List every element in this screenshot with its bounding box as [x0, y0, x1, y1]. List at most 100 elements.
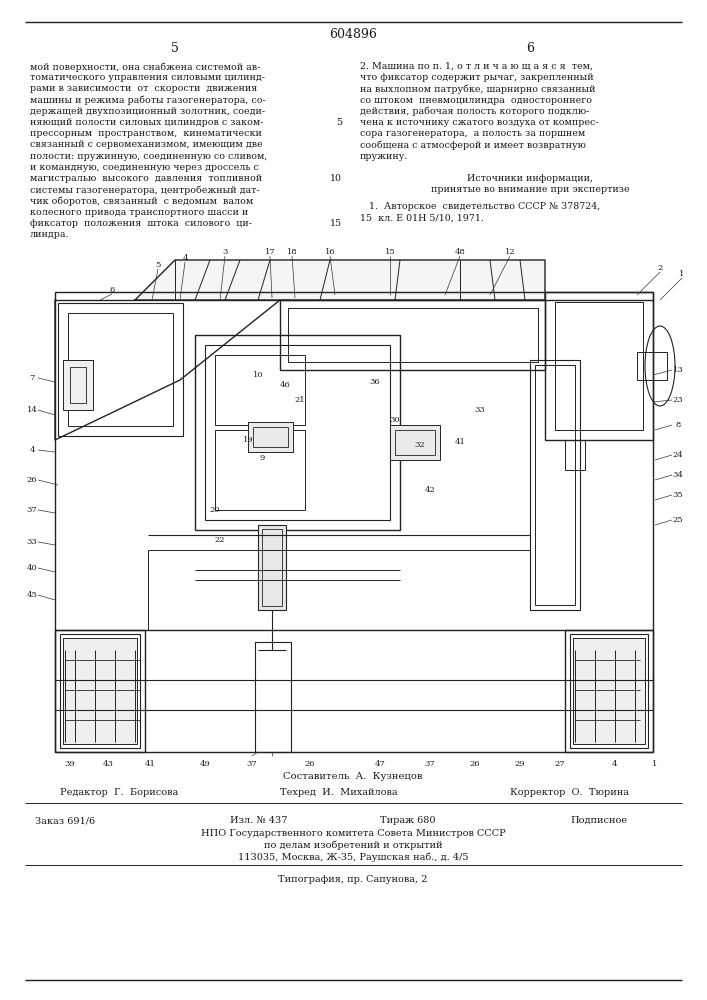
Text: 20: 20	[210, 506, 221, 514]
Text: 8: 8	[675, 421, 681, 429]
Text: 5: 5	[336, 118, 342, 127]
Text: Корректор  О.  Тюрина: Корректор О. Тюрина	[510, 788, 629, 797]
Text: 5: 5	[171, 42, 179, 55]
Bar	[215, 430, 305, 510]
Text: 2: 2	[658, 264, 662, 272]
Text: 37: 37	[247, 760, 257, 768]
Text: 41: 41	[144, 760, 156, 768]
Text: 33: 33	[27, 538, 37, 546]
Bar	[63, 360, 93, 410]
Bar	[570, 634, 648, 748]
Text: 1: 1	[679, 270, 684, 278]
Text: 33: 33	[474, 406, 486, 414]
Text: 6: 6	[110, 286, 115, 294]
Text: и командную, соединенную через дроссель с: и командную, соединенную через дроссель …	[30, 163, 259, 172]
Text: 14: 14	[27, 406, 37, 414]
Text: машины и режима работы газогенератора, со-: машины и режима работы газогенератора, с…	[30, 96, 266, 105]
Text: Типография, пр. Сапунова, 2: Типография, пр. Сапунова, 2	[279, 875, 428, 884]
Text: Заказ 691/6: Заказ 691/6	[35, 816, 95, 825]
Text: 37: 37	[27, 506, 37, 514]
Text: 10: 10	[252, 371, 263, 379]
Text: 40: 40	[27, 564, 37, 572]
Bar	[573, 638, 645, 744]
Bar	[258, 525, 286, 610]
Text: по делам изобретений и открытий: по делам изобретений и открытий	[264, 841, 443, 850]
Text: Источники информации,: Источники информации,	[467, 174, 593, 183]
Text: 46: 46	[280, 381, 291, 389]
Text: что фиксатор содержит рычаг, закрепленный: что фиксатор содержит рычаг, закрепленны…	[360, 73, 594, 82]
Bar	[530, 360, 580, 610]
Text: 41: 41	[455, 438, 465, 446]
Text: 15  кл. Е 01Н 5/10, 1971.: 15 кл. Е 01Н 5/10, 1971.	[360, 213, 484, 222]
Text: 21: 21	[295, 396, 305, 404]
Bar	[55, 630, 145, 752]
Text: 2. Машина по п. 1, о т л и ч а ю щ а я с я  тем,: 2. Машина по п. 1, о т л и ч а ю щ а я с…	[360, 62, 593, 71]
Polygon shape	[135, 260, 545, 300]
Text: 43: 43	[103, 760, 113, 768]
Bar	[637, 352, 667, 380]
Text: Подписное: Подписное	[570, 816, 627, 825]
Bar	[215, 355, 305, 425]
Text: 25: 25	[672, 516, 683, 524]
Text: 10: 10	[330, 174, 342, 183]
Text: 39: 39	[64, 760, 76, 768]
Text: 34: 34	[672, 471, 684, 479]
Text: магистралью  высокого  давления  топливной: магистралью высокого давления топливной	[30, 174, 262, 183]
Bar	[70, 367, 86, 403]
Text: 35: 35	[672, 491, 684, 499]
Bar	[255, 642, 291, 752]
Text: 23: 23	[672, 396, 683, 404]
Text: 49: 49	[199, 760, 211, 768]
Text: 12: 12	[505, 248, 515, 256]
Text: НПО Государственного комитета Совета Министров СССР: НПО Государственного комитета Совета Мин…	[201, 829, 506, 838]
Text: 30: 30	[390, 416, 400, 424]
Text: 3: 3	[222, 248, 228, 256]
Text: действия, рабочая полость которого подклю-: действия, рабочая полость которого подкл…	[360, 107, 590, 116]
Text: 26: 26	[469, 760, 480, 768]
Bar	[63, 638, 137, 744]
Text: системы газогенератора, центробежный дат-: системы газогенератора, центробежный дат…	[30, 185, 259, 195]
Text: на выхлопном патрубке, шарнирно связанный: на выхлопном патрубке, шарнирно связанны…	[360, 84, 595, 94]
Text: 47: 47	[375, 760, 385, 768]
Text: чик оборотов, связанный  с ведомым  валом: чик оборотов, связанный с ведомым валом	[30, 196, 253, 206]
Text: 22: 22	[215, 536, 226, 544]
Bar	[55, 292, 653, 752]
Text: Редактор  Г.  Борисова: Редактор Г. Борисова	[60, 788, 178, 797]
Text: 27: 27	[555, 760, 566, 768]
Text: держащей двухпозиционный золотник, соеди-: держащей двухпозиционный золотник, соеди…	[30, 107, 265, 116]
Text: сора газогенератора,  а полость за поршнем: сора газогенератора, а полость за поршне…	[360, 129, 585, 138]
Text: 42: 42	[425, 486, 436, 494]
Bar	[60, 634, 140, 748]
Text: полости: пружинную, соединенную со сливом,: полости: пружинную, соединенную со сливо…	[30, 152, 267, 161]
Text: Тираж 680: Тираж 680	[380, 816, 436, 825]
Bar	[195, 335, 400, 530]
Bar	[280, 300, 545, 370]
Text: чена к источнику сжатого воздуха от компрес-: чена к источнику сжатого воздуха от комп…	[360, 118, 599, 127]
Text: 7: 7	[29, 374, 35, 382]
Text: 6: 6	[526, 42, 534, 55]
Text: со штоком  пневмоцилиндра  одностороннего: со штоком пневмоцилиндра одностороннего	[360, 96, 592, 105]
Text: колесного привода транспортного шасси и: колесного привода транспортного шасси и	[30, 208, 248, 217]
Text: принятые во внимание при экспертизе: принятые во внимание при экспертизе	[431, 185, 629, 194]
Bar	[205, 345, 390, 520]
Bar	[545, 292, 653, 440]
Text: 36: 36	[370, 378, 380, 386]
Text: 15: 15	[385, 248, 395, 256]
Text: прессорным  пространством,  кинематически: прессорным пространством, кинематически	[30, 129, 262, 138]
Text: 37: 37	[425, 760, 436, 768]
Text: 48: 48	[455, 248, 465, 256]
Text: Изл. № 437: Изл. № 437	[230, 816, 288, 825]
Text: 113035, Москва, Ж-35, Раушская наб., д. 4/5: 113035, Москва, Ж-35, Раушская наб., д. …	[238, 853, 468, 862]
Text: 16: 16	[325, 248, 335, 256]
Bar	[395, 430, 435, 455]
Text: 5: 5	[156, 261, 160, 269]
Text: связанный с сервомеханизмом, имеющим две: связанный с сервомеханизмом, имеющим две	[30, 140, 263, 149]
Text: 1: 1	[653, 760, 658, 768]
Text: 18: 18	[286, 248, 298, 256]
Text: няющий полости силовых цилиндров с заком-: няющий полости силовых цилиндров с заком…	[30, 118, 264, 127]
Bar	[248, 422, 293, 452]
Text: 45: 45	[27, 591, 37, 599]
Text: 9: 9	[259, 454, 264, 462]
Bar	[68, 313, 173, 426]
Bar	[565, 440, 585, 470]
